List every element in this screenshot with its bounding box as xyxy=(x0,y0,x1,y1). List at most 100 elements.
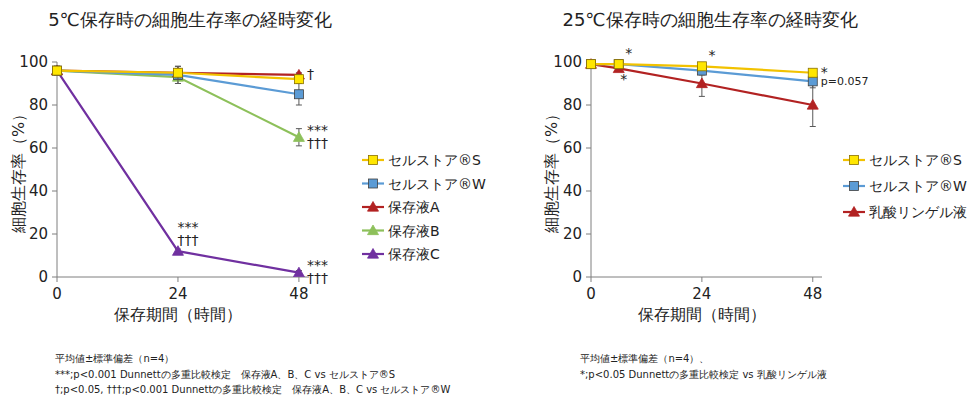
chart-title: 5℃保存時の細胞生存率の経時変化 xyxy=(48,9,332,30)
x-tick-label: 24 xyxy=(168,285,187,303)
legend-label: 保存液A xyxy=(388,199,440,215)
legend-marker xyxy=(368,225,379,235)
x-tick-label: 48 xyxy=(803,285,822,303)
error-bar-cap xyxy=(175,79,181,80)
legend-marker xyxy=(368,249,379,259)
data-point xyxy=(808,77,817,86)
x-axis-line xyxy=(57,277,309,278)
annotation: * xyxy=(625,45,632,61)
annotation: † xyxy=(307,66,314,82)
annotation: p=0.057 xyxy=(821,75,869,88)
plot-area xyxy=(586,59,819,127)
y-tick xyxy=(586,277,591,278)
y-tick-label: 20 xyxy=(29,225,48,243)
x-axis-title: 保存期間（時間） xyxy=(638,305,766,324)
series-line xyxy=(57,71,299,273)
y-tick-label: 0 xyxy=(572,268,582,286)
y-tick xyxy=(52,105,57,106)
error-bar-cap xyxy=(810,87,816,88)
legend-label: 乳酸リンゲル液 xyxy=(869,204,967,220)
legend-label: 保存液B xyxy=(388,223,440,239)
legend-label: セルストア®W xyxy=(869,178,967,194)
y-tick xyxy=(52,234,57,235)
data-point xyxy=(614,60,623,69)
x-tick xyxy=(591,277,592,282)
x-tick xyxy=(701,277,702,282)
x-tick-label: 0 xyxy=(52,285,62,303)
error-bar-cap xyxy=(175,83,181,84)
error-bar-cap xyxy=(810,126,816,127)
legend-item: セルストア®S xyxy=(362,152,481,168)
legend-marker xyxy=(849,207,860,217)
footnote: 平均値±標準偏差（n=4）、 xyxy=(580,353,709,364)
footnote: *;p<0.05 Dunnettの多重比較検定 vs 乳酸リンゲル液 xyxy=(580,369,827,380)
y-tick-label: 100 xyxy=(19,53,48,71)
legend-marker xyxy=(369,179,378,188)
y-tick xyxy=(52,277,57,278)
y-tick xyxy=(586,234,591,235)
footnote: ***;p<0.001 Dunnettの多重比較検定 保存液A、B、C vs セ… xyxy=(55,369,395,380)
x-axis-line xyxy=(591,277,822,278)
annotation: ††† xyxy=(307,135,328,151)
data-point xyxy=(808,68,817,77)
chart: 5℃保存時の細胞生存率の経時変化02040608010002448保存期間（時間… xyxy=(9,9,486,395)
error-bar-cap xyxy=(296,128,302,129)
data-point xyxy=(586,59,597,69)
y-tick xyxy=(586,105,591,106)
legend-item: 保存液B xyxy=(362,223,440,239)
y-tick-label: 0 xyxy=(38,268,48,286)
x-tick xyxy=(177,277,178,282)
legend-item: 保存液A xyxy=(362,199,440,215)
y-tick-label: 80 xyxy=(563,96,582,114)
chart: 25℃保存時の細胞生存率の経時変化02040608010002448保存期間（時… xyxy=(542,9,967,380)
footnote: 平均値±標準偏差（n=4） xyxy=(55,353,174,364)
chart-canvas: 5℃保存時の細胞生存率の経時変化 0 20 40 60 80 100 0 24 48 保存期間（時間… xyxy=(0,0,972,407)
annotation: ††† xyxy=(307,270,328,286)
legend-label: セルストア®W xyxy=(388,176,486,192)
y-tick-label: 40 xyxy=(563,182,582,200)
annotation: ††† xyxy=(177,232,198,248)
data-point xyxy=(52,65,63,75)
legend-marker xyxy=(850,156,859,165)
footnote: †;p<0.05, †††;p<0.001 Dunnettの多重比較検定 保存液… xyxy=(55,384,450,395)
data-point xyxy=(52,65,63,75)
x-axis-title: 保存期間（時間） xyxy=(114,305,242,324)
error-bar-cap xyxy=(175,83,181,84)
data-point xyxy=(587,60,596,69)
y-tick xyxy=(52,62,57,63)
y-tick-label: 60 xyxy=(563,139,582,157)
y-axis-title: 細胞生存率（%） xyxy=(9,106,28,234)
x-tick-label: 24 xyxy=(692,285,711,303)
error-bar-cap xyxy=(175,66,181,67)
error-bar-cap xyxy=(175,66,181,67)
y-tick xyxy=(586,191,591,192)
annotation: * xyxy=(708,47,715,63)
data-point xyxy=(53,66,62,75)
data-point xyxy=(614,60,623,69)
legend-item: セルストア®S xyxy=(843,152,962,168)
legend-item: セルストア®W xyxy=(843,178,967,194)
data-point xyxy=(696,78,707,88)
data-point xyxy=(807,100,818,110)
x-tick xyxy=(57,277,58,282)
x-tick-label: 0 xyxy=(586,285,596,303)
plot-area xyxy=(52,65,305,277)
legend-item: セルストア®W xyxy=(362,176,486,192)
y-tick-label: 80 xyxy=(29,96,48,114)
data-point xyxy=(587,60,596,69)
legend-label: セルストア®S xyxy=(388,152,481,168)
data-point xyxy=(293,267,304,277)
error-bar-cap xyxy=(699,96,705,97)
x-tick xyxy=(298,277,299,282)
y-tick-label: 20 xyxy=(563,225,582,243)
data-point xyxy=(52,65,63,75)
y-tick xyxy=(52,191,57,192)
y-axis-line xyxy=(591,62,592,277)
y-axis-title: 細胞生存率（%） xyxy=(542,106,561,234)
data-point xyxy=(294,75,303,84)
x-tick-label: 48 xyxy=(289,285,308,303)
data-point xyxy=(294,90,303,99)
data-point xyxy=(697,62,706,71)
y-tick xyxy=(586,148,591,149)
legend-item: 保存液C xyxy=(362,246,440,262)
